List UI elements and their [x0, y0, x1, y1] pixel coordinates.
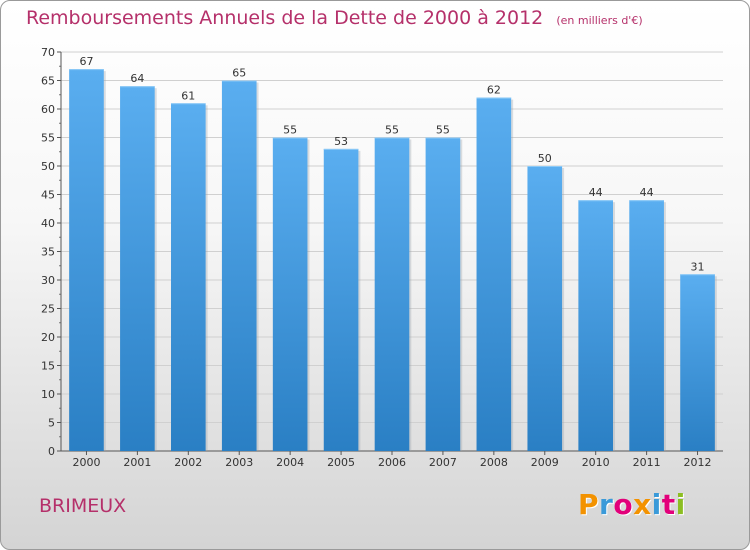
value-label: 50: [538, 152, 552, 165]
chart-title: Remboursements Annuels de la Dette de 20…: [26, 7, 544, 29]
y-tick-label: 60: [41, 103, 55, 116]
x-tick-label: 2009: [531, 456, 559, 469]
value-label: 67: [79, 55, 93, 68]
x-tick-label: 2003: [225, 456, 253, 469]
x-tick-label: 2005: [327, 456, 355, 469]
x-tick-label: 2002: [174, 456, 202, 469]
y-tick-label: 5: [48, 417, 55, 430]
value-label: 44: [589, 186, 603, 199]
bar: [69, 69, 104, 451]
x-tick-label: 2004: [276, 456, 304, 469]
bar: [170, 103, 206, 452]
logo-letter: i: [675, 488, 686, 521]
bar: [323, 148, 359, 451]
commune-name: BRIMEUX: [39, 495, 127, 517]
y-tick-label: 10: [41, 388, 55, 401]
y-tick-label: 30: [41, 274, 55, 287]
logo-letter: x: [633, 488, 652, 521]
x-tick-label: 2008: [480, 456, 508, 469]
value-label: 44: [640, 186, 654, 199]
y-tick-label: 65: [41, 75, 55, 88]
y-tick-label: 55: [41, 132, 55, 145]
x-tick-label: 2000: [72, 456, 100, 469]
y-tick-label: 50: [41, 160, 55, 173]
bar: [425, 137, 461, 451]
proxiti-logo: Proxiti: [578, 488, 686, 521]
x-tick-label: 2011: [633, 456, 661, 469]
x-tick-label: 2001: [123, 456, 151, 469]
logo-letter: P: [578, 488, 600, 521]
x-tick-label: 2006: [378, 456, 406, 469]
value-label: 55: [385, 124, 399, 137]
y-tick-label: 15: [41, 360, 55, 373]
y-tick-label: 70: [41, 46, 55, 59]
bar: [221, 80, 257, 451]
bar-layer: [69, 69, 717, 452]
value-label: 55: [436, 124, 450, 137]
title-row: Remboursements Annuels de la Dette de 20…: [26, 7, 643, 29]
logo-letter: o: [613, 488, 634, 521]
value-label: 64: [130, 72, 144, 85]
y-tick-label: 0: [48, 445, 55, 458]
y-tick-label: 40: [41, 217, 55, 230]
value-label: 61: [181, 89, 195, 102]
x-tick-label: 2010: [582, 456, 610, 469]
value-label: 65: [232, 67, 246, 80]
logo-letter: r: [599, 488, 614, 521]
value-label: 62: [487, 84, 501, 97]
bar: [120, 86, 155, 451]
chart-unit: (en milliers d'€): [556, 14, 643, 27]
bar: [527, 166, 563, 451]
bar: [578, 200, 614, 451]
bar: [374, 137, 410, 451]
bar: [680, 274, 715, 451]
bar: [272, 137, 308, 451]
logo-letter: i: [651, 488, 662, 521]
logo-letter: t: [661, 488, 676, 521]
bar: [476, 97, 512, 451]
y-tick-label: 35: [41, 246, 55, 259]
value-label: 55: [283, 124, 297, 137]
value-label: 31: [691, 260, 705, 273]
bar: [629, 200, 664, 451]
y-tick-label: 20: [41, 331, 55, 344]
y-tick-label: 25: [41, 303, 55, 316]
value-label: 53: [334, 135, 348, 148]
x-tick-label: 2007: [429, 456, 457, 469]
label-layer: 67 2000 64 2001 61 2002 65 2003 55 2004 53 2005 55 20…: [72, 55, 711, 469]
y-tick-label: 45: [41, 189, 55, 202]
x-tick-label: 2012: [684, 456, 712, 469]
